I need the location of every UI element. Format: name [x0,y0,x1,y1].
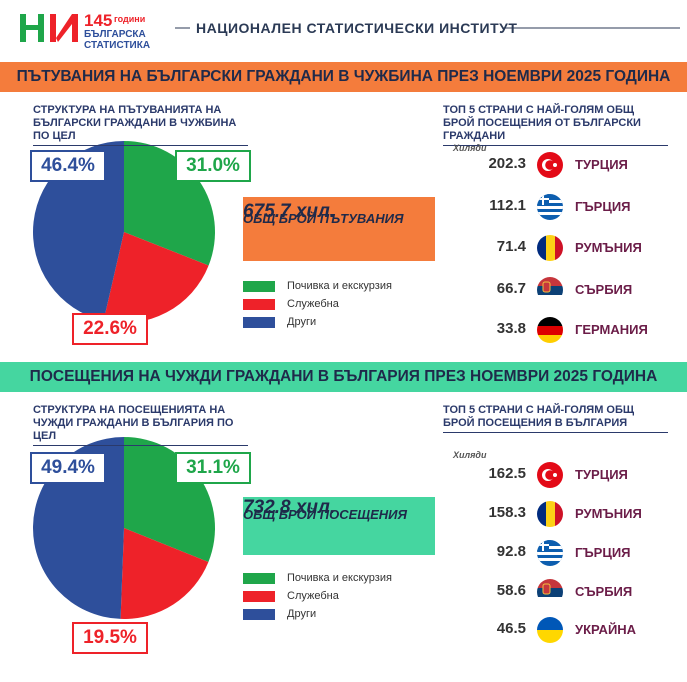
value-label: 19.5% [72,622,148,654]
institute: НАЦИОНАЛЕН СТАТИСТИЧЕСКИ ИНСТИТУТ [196,20,518,36]
total-box [243,497,435,555]
legend-item: Служебна [243,298,339,310]
row-value: 202.3 [488,155,526,172]
row-country: СЪРБИЯ [575,282,633,297]
banner: ПОСЕЩЕНИЯ НА ЧУЖДИ ГРАЖДАНИ В БЪЛГАРИЯ П… [29,368,658,385]
legend-item: Други [243,608,316,620]
row-value: 33.8 [496,320,526,337]
pie-slice [103,232,209,323]
row-country: ГЕРМАНИЯ [575,322,648,337]
unit: хил. [295,497,336,518]
legend-label: Служебна [287,590,339,602]
row-country: РУМЪНИЯ [575,506,642,521]
unit: хил. [295,201,336,222]
value-label: 49.4% [30,452,106,484]
logo-line: СТАТИСТИКА [84,40,151,51]
row-value: 92.8 [496,543,526,560]
banner-bg [0,362,687,392]
logo-line: БЪЛГАРСКА [84,29,146,40]
total-value: 675.7 хил. [243,201,335,223]
legend-label: Други [287,608,317,620]
total-label: ОБЩ БРОЙ ПОСЕЩЕНИЯ [243,507,407,522]
logo-number: 145 [84,11,113,30]
legend-swatch [243,317,275,328]
legend-swatch [243,299,275,310]
value-label: 31.1% [175,452,251,484]
legend-label: Служебна [287,298,339,310]
row-country: ГЪРЦИЯ [575,199,631,214]
row-value: 66.7 [496,280,526,297]
legend-label: Почивка и екскурзия [287,572,392,584]
chart-title: СТРУКТУРА НА ПЪТУВАНИЯТА НА БЪЛГАРСКИ ГР… [33,104,248,146]
value-label: 31.0% [175,150,251,182]
row-country: ГЪРЦИЯ [575,545,631,560]
legend-label: Почивка и екскурзия [287,280,392,292]
row-value: 58.6 [496,582,526,599]
pie-slice [120,528,209,619]
legend-item: Почивка и екскурзия [243,572,392,584]
row-value: 158.3 [488,504,526,521]
row-country: СЪРБИЯ [575,584,633,599]
flags [537,152,563,643]
logo-word: години [114,14,146,24]
legend-item: Служебна [243,590,339,602]
total-value: 732.8 хил. [243,497,335,519]
legend-label: Други [287,316,317,328]
value-label: 22.6% [72,313,148,345]
banner: ПЪТУВАНИЯ НА БЪЛГАРСКИ ГРАЖДАНИ В ЧУЖБИН… [16,68,671,85]
legend-swatch [243,573,275,584]
row-country: ТУРЦИЯ [575,157,628,172]
row-country: ТУРЦИЯ [575,467,628,482]
legend-swatch [243,609,275,620]
legend-item: Други [243,316,316,328]
pie-slice [32,141,124,321]
row-value: 162.5 [488,465,526,482]
logo [20,14,78,42]
legend-swatch [243,591,275,602]
top5-title: ТОП 5 СТРАНИ С НАЙ-ГОЛЯМ ОБЩ БРОЙ ПОСЕЩЕ… [443,104,668,146]
legend-swatch [243,281,275,292]
chart-title: СТРУКТУРА НА ПОСЕЩЕНИЯТА НА ЧУЖДИ ГРАЖДА… [33,404,248,446]
unit: Хиляди [453,450,487,460]
value: 732.8 [243,497,291,518]
row-country: РУМЪНИЯ [575,240,642,255]
legend-item: Почивка и екскурзия [243,280,392,292]
unit: Хиляди [453,143,487,153]
banner-bg [0,62,687,92]
row-country: УКРАЙНА [575,622,637,637]
value-label: 46.4% [30,150,106,182]
total-label: ОБЩ БРОЙ ПЪТУВАНИЯ [243,211,404,226]
row-value: 112.1 [489,197,526,214]
row-value: 46.5 [496,620,526,637]
value: 675.7 [243,201,291,222]
row-value: 71.4 [496,238,526,255]
top5-title: ТОП 5 СТРАНИ С НАЙ-ГОЛЯМ ОБЩ БРОЙ ПОСЕЩЕ… [443,404,668,433]
total-box [243,197,435,261]
